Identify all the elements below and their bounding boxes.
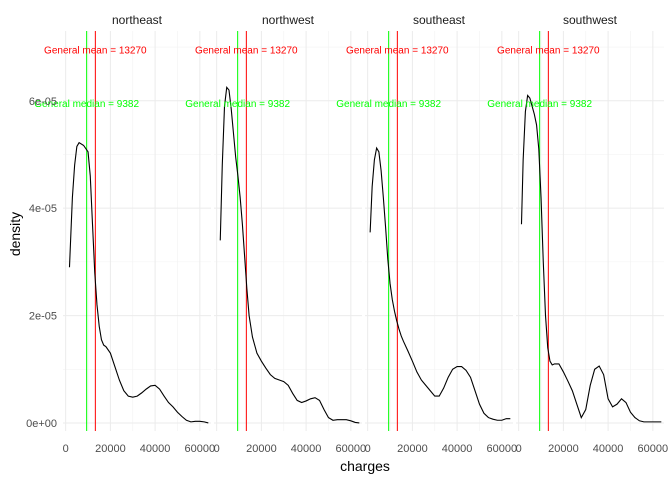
x-tick-label: 20000 <box>95 443 126 455</box>
x-tick-label: 0 <box>214 443 220 455</box>
y-tick-label: 6e-05 <box>29 96 57 108</box>
mean-annotation: General mean = 13270 <box>195 45 298 56</box>
x-tick-label: 20000 <box>397 443 428 455</box>
median-annotation: General median = 9382 <box>185 99 290 110</box>
facet-panel-southeast: southeast 0 20000 40000 60000 General mean = … <box>336 13 517 455</box>
density-curve <box>369 146 511 421</box>
x-tick-label: 40000 <box>593 443 624 455</box>
x-tick-label: 20000 <box>548 443 579 455</box>
facet-panel-northwest: northwest 0 20000 40000 60000 General mean = … <box>185 13 366 455</box>
y-axis-ticks: 0e+00 2e-05 4e-05 6e-05 <box>26 96 57 430</box>
y-axis-title: density <box>7 212 23 256</box>
density-curve <box>68 141 209 424</box>
median-annotation: General median = 9382 <box>34 99 139 110</box>
x-tick-label: 0 <box>365 443 371 455</box>
x-axis-title: charges <box>340 458 390 474</box>
density-curve <box>219 86 360 424</box>
x-tick-label: 40000 <box>140 443 171 455</box>
x-tick-label: 60000 <box>336 443 367 455</box>
x-tick-label: 20000 <box>246 443 277 455</box>
x-tick-label: 0 <box>516 443 522 455</box>
median-annotation: General median = 9382 <box>487 99 592 110</box>
density-curve <box>520 94 662 423</box>
x-tick-label: 0 <box>63 443 69 455</box>
median-annotation: General median = 9382 <box>336 99 441 110</box>
mean-annotation: General mean = 13270 <box>497 45 600 56</box>
facet-strip-label: northwest <box>262 13 315 27</box>
facet-panel-northeast: northeast 0 20000 40000 60000 General mean = … <box>34 13 215 455</box>
facet-strip-label: northeast <box>112 13 163 27</box>
x-tick-label: 60000 <box>185 443 216 455</box>
x-tick-label: 60000 <box>638 443 669 455</box>
mean-annotation: General mean = 13270 <box>44 45 147 56</box>
facet-panels: northeast 0 20000 40000 60000 General mean = … <box>34 13 668 455</box>
y-tick-label: 4e-05 <box>29 203 57 215</box>
x-tick-label: 40000 <box>291 443 322 455</box>
x-tick-label: 60000 <box>487 443 518 455</box>
facet-strip-label: southeast <box>413 13 466 27</box>
facet-strip-label: southwest <box>563 13 618 27</box>
x-tick-label: 40000 <box>442 443 473 455</box>
mean-annotation: General mean = 13270 <box>346 45 449 56</box>
facet-panel-southwest: southwest 0 20000 40000 60000 General mean = … <box>487 13 668 455</box>
y-tick-label: 2e-05 <box>29 311 57 323</box>
y-tick-label: 0e+00 <box>26 418 57 430</box>
